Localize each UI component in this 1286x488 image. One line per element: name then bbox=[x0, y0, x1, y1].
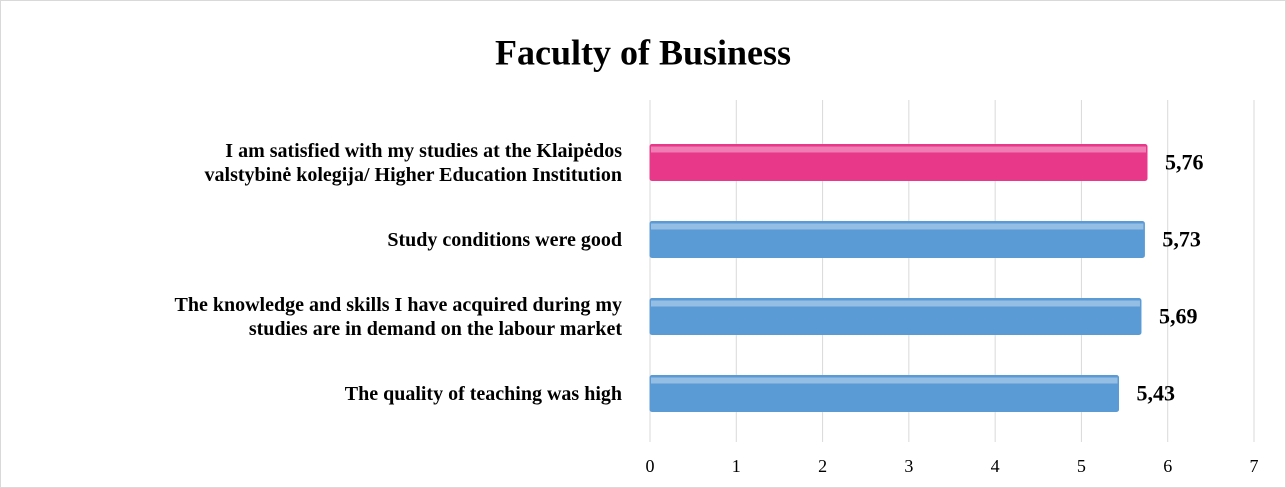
bar-highlight bbox=[651, 146, 1147, 153]
x-tick-label: 0 bbox=[646, 456, 655, 476]
bar bbox=[649, 298, 1142, 335]
y-tick-label: Study conditions were good bbox=[387, 228, 622, 251]
bar bbox=[649, 221, 1145, 258]
x-tick-label: 1 bbox=[732, 456, 741, 476]
bar-highlight bbox=[651, 223, 1144, 230]
x-tick-label: 2 bbox=[818, 456, 827, 476]
x-tick-label: 5 bbox=[1077, 456, 1086, 476]
value-label: 5,73 bbox=[1162, 227, 1201, 252]
bar bbox=[649, 144, 1148, 181]
value-label: 5,76 bbox=[1165, 150, 1204, 175]
bar-highlight bbox=[651, 377, 1118, 384]
value-label: 5,43 bbox=[1137, 381, 1176, 406]
x-tick-label: 3 bbox=[904, 456, 913, 476]
y-tick-label: The knowledge and skills I have acquired… bbox=[174, 293, 622, 340]
value-label: 5,69 bbox=[1159, 304, 1198, 329]
x-tick-label: 7 bbox=[1250, 456, 1259, 476]
bar-highlight bbox=[651, 300, 1140, 307]
y-tick-label: I am satisfied with my studies at the Kl… bbox=[204, 139, 622, 186]
chart-title: Faculty of Business bbox=[495, 32, 791, 72]
x-tick-label: 4 bbox=[991, 456, 1000, 476]
bar bbox=[649, 375, 1120, 412]
x-tick-label: 6 bbox=[1163, 456, 1172, 476]
y-tick-label: The quality of teaching was high bbox=[344, 382, 622, 405]
